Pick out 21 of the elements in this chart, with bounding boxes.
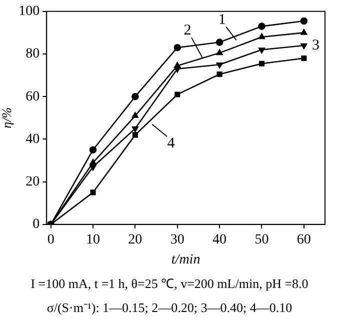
y-tick-label: 0 (32, 217, 40, 232)
legend-label: 2 (184, 22, 192, 39)
x-tick-label: 50 (254, 232, 269, 248)
y-tick-label: 80 (26, 46, 40, 62)
x-tick-label: 40 (212, 232, 227, 248)
series-label: 4 (167, 135, 176, 152)
y-axis-title: η/% (0, 107, 14, 128)
x-tick-label: 0 (47, 232, 54, 248)
x-tick-label: 10 (86, 232, 100, 248)
text: I =100 mA, t =1 h, θ=25 ℃, v=200 mL/min, pH =8.0 (30, 275, 310, 292)
y-tick-label: 60 (26, 89, 40, 104)
series-label: 3 (312, 37, 320, 54)
y-tick-label: 20 (26, 174, 40, 190)
x-axis-title: t/min (171, 252, 200, 268)
series-label: 1 (218, 12, 226, 28)
x-tick-label: 30 (170, 232, 184, 248)
text: σ/(S·m⁻¹): 1—0.15; 2—0.20; 3—0.40; 4—0.10 (46, 299, 294, 316)
y-tick-label: 100 (18, 4, 40, 20)
x-tick-label: 20 (128, 232, 142, 248)
x-tick-label: 60 (296, 232, 311, 248)
y-tick-label: 40 (26, 132, 40, 147)
